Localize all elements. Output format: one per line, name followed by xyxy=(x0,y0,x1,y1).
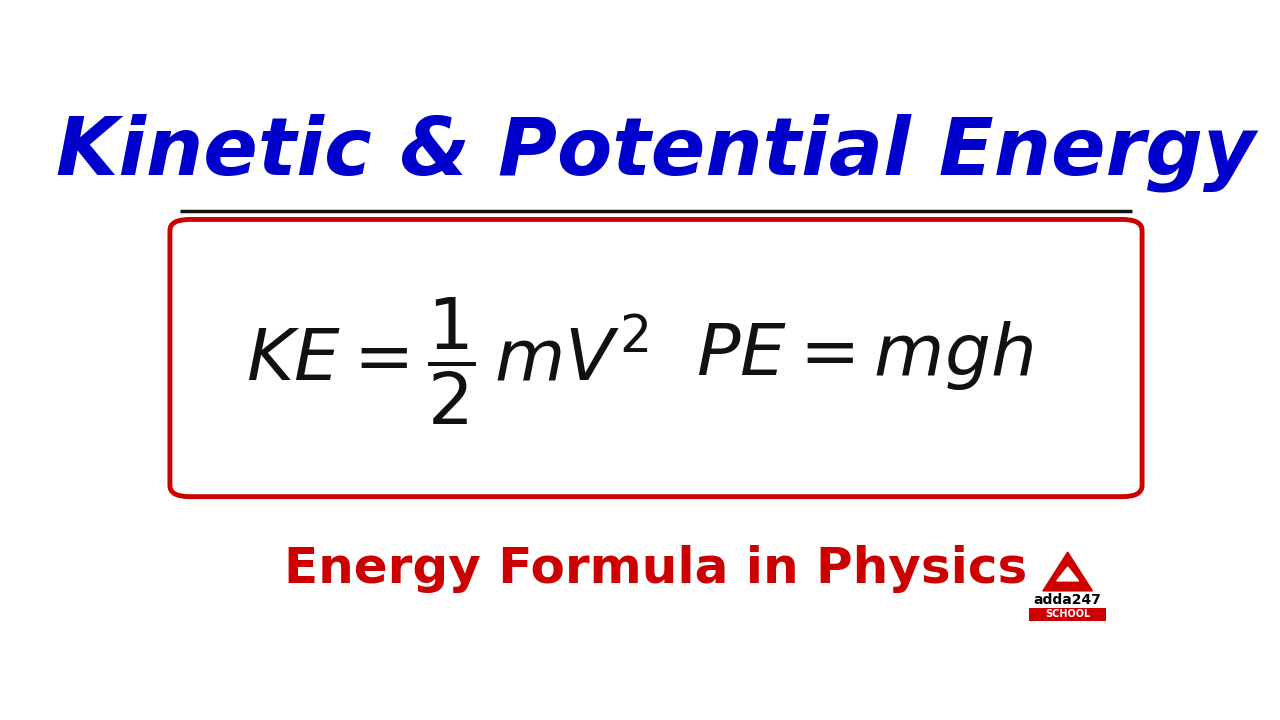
Text: Energy Formula in Physics: Energy Formula in Physics xyxy=(284,545,1028,593)
Text: Kinetic & Potential Energy: Kinetic & Potential Energy xyxy=(56,114,1256,192)
FancyBboxPatch shape xyxy=(1029,608,1106,621)
Text: adda247: adda247 xyxy=(1034,593,1102,607)
Polygon shape xyxy=(1043,552,1093,591)
Text: $PE = mgh$: $PE = mgh$ xyxy=(696,319,1033,392)
Text: SCHOOL: SCHOOL xyxy=(1044,609,1091,619)
FancyBboxPatch shape xyxy=(170,220,1142,497)
Text: $KE = \dfrac{1}{2}\,mV^{2}$: $KE = \dfrac{1}{2}\,mV^{2}$ xyxy=(247,295,649,427)
Polygon shape xyxy=(1057,567,1079,581)
